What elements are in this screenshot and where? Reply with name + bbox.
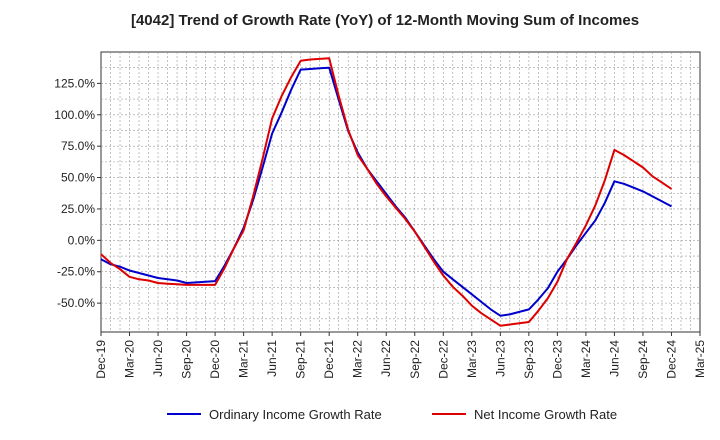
x-tick-label: Sep-24 xyxy=(636,340,650,379)
x-tick-label: Dec-21 xyxy=(322,340,336,379)
y-axis: -50.0% -25.0% 0.0% 25.0% 50.0% 75.0% 100.0% 125… xyxy=(54,76,101,310)
y-tick-label: -25.0% xyxy=(57,265,95,279)
x-tick-label: Jun-20 xyxy=(151,340,165,377)
y-tick-label: -50.0% xyxy=(57,296,95,310)
x-tick-label: Sep-23 xyxy=(522,340,536,379)
legend-label: Net Income Growth Rate xyxy=(474,407,617,422)
y-tick-label: 50.0% xyxy=(61,171,95,185)
x-axis: Dec-19 Mar-20 Jun-20 Sep-20 Dec-20 Mar-21 Jun-… xyxy=(94,332,707,379)
x-tick-label: Dec-20 xyxy=(208,340,222,379)
x-tick-label: Jun-21 xyxy=(265,340,279,377)
y-tick-label: 100.0% xyxy=(54,108,95,122)
series-line-ordinary-income xyxy=(100,66,672,317)
x-tick-label: Jun-24 xyxy=(607,340,621,377)
chart-title: [4042] Trend of Growth Rate (YoY) of 12-… xyxy=(131,12,639,29)
x-tick-label: Dec-23 xyxy=(550,340,564,379)
x-tick-label: Mar-24 xyxy=(579,340,593,378)
x-tick-label: Sep-20 xyxy=(180,340,194,379)
x-tick-label: Sep-21 xyxy=(294,340,308,379)
x-tick-label: Mar-25 xyxy=(693,340,707,378)
y-tick-label: 25.0% xyxy=(61,202,95,216)
x-tick-label: Dec-19 xyxy=(94,340,108,379)
legend: Ordinary Income Growth Rate Net Income Gr… xyxy=(167,407,617,422)
y-tick-label: 0.0% xyxy=(68,233,96,247)
x-tick-label: Mar-22 xyxy=(351,340,365,378)
x-tick-label: Mar-21 xyxy=(237,340,251,378)
x-tick-label: Jun-23 xyxy=(493,340,507,377)
x-tick-label: Sep-22 xyxy=(408,340,422,379)
x-tick-label: Mar-23 xyxy=(465,340,479,378)
grid xyxy=(101,52,700,332)
series-line-net-income xyxy=(100,57,673,327)
x-tick-label: Jun-22 xyxy=(379,340,393,377)
x-tick-label: Dec-24 xyxy=(664,340,678,379)
x-tick-label: Mar-20 xyxy=(123,340,137,378)
x-tick-label: Dec-22 xyxy=(436,340,450,379)
y-tick-label: 75.0% xyxy=(61,139,95,153)
y-tick-label: 125.0% xyxy=(54,76,95,90)
series-layer xyxy=(100,57,673,327)
legend-label: Ordinary Income Growth Rate xyxy=(209,407,382,422)
